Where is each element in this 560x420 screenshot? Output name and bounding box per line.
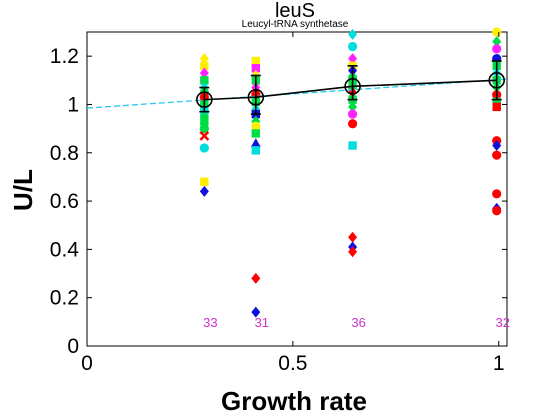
y-tick-label: 0.6 (50, 190, 79, 213)
group-mean-marker (488, 72, 506, 89)
data-point (492, 150, 502, 160)
data-point (492, 27, 502, 37)
x-axis-label: Growth rate (221, 386, 367, 416)
data-marks: 33 31 36 32 (86, 27, 510, 330)
group-mean-marker (247, 88, 265, 106)
data-point (199, 130, 210, 141)
data-point (348, 28, 358, 40)
axis-ticks: 0 0.5 1 0 0.2 0.4 0.6 0.8 1 1.2 (50, 32, 507, 375)
data-point (199, 185, 209, 197)
data-point (492, 97, 501, 107)
data-point (492, 206, 502, 216)
sample-count-label: 31 (255, 315, 269, 330)
data-point (250, 138, 261, 148)
sample-count-label: 33 (203, 315, 217, 330)
data-point (251, 129, 261, 138)
data-point (347, 119, 358, 129)
data-point (200, 76, 209, 85)
data-point (492, 36, 502, 48)
data-point (251, 272, 261, 284)
mean-line (204, 79, 497, 101)
y-tick-label: 0.2 (50, 287, 79, 310)
y-tick-label: 0 (67, 335, 79, 358)
data-point (199, 124, 209, 134)
data-point (347, 109, 358, 119)
data-point (492, 44, 502, 54)
data-point (492, 102, 501, 112)
data-point (348, 141, 357, 150)
data-point (348, 53, 358, 65)
data-point (251, 56, 261, 66)
data-point (348, 246, 358, 258)
chart-title: leuS (275, 0, 315, 22)
data-point (348, 101, 358, 113)
x-tick-label: 1 (493, 352, 505, 375)
sample-count-label: 32 (495, 315, 509, 330)
data-point (347, 41, 358, 52)
data-point (251, 121, 261, 131)
group-mean-marker (196, 91, 213, 108)
data-point (200, 117, 209, 126)
y-tick-label: 0.4 (50, 238, 80, 261)
sample-count-label: 36 (351, 315, 365, 330)
x-tick-label: 0.5 (278, 352, 307, 375)
y-tick-label: 0.8 (50, 142, 79, 165)
data-point (492, 140, 502, 152)
plot-area (86, 31, 508, 347)
data-point (251, 306, 261, 318)
data-point (199, 143, 209, 153)
y-tick-label: 1 (67, 93, 79, 116)
data-point (200, 177, 209, 186)
y-axis-label: U/L (8, 169, 38, 211)
data-point (251, 146, 261, 155)
data-point (200, 61, 209, 71)
data-point (492, 189, 502, 199)
group-mean-marker (344, 78, 361, 95)
fit-line (86, 78, 508, 109)
data-point (348, 231, 358, 243)
x-tick-label: 0 (81, 352, 93, 375)
data-point (199, 53, 209, 65)
chart-subtitle: Leucyl-tRNA synthetase (242, 19, 349, 30)
data-point (251, 64, 261, 73)
data-point (199, 67, 209, 79)
y-tick-label: 1.2 (50, 45, 79, 68)
